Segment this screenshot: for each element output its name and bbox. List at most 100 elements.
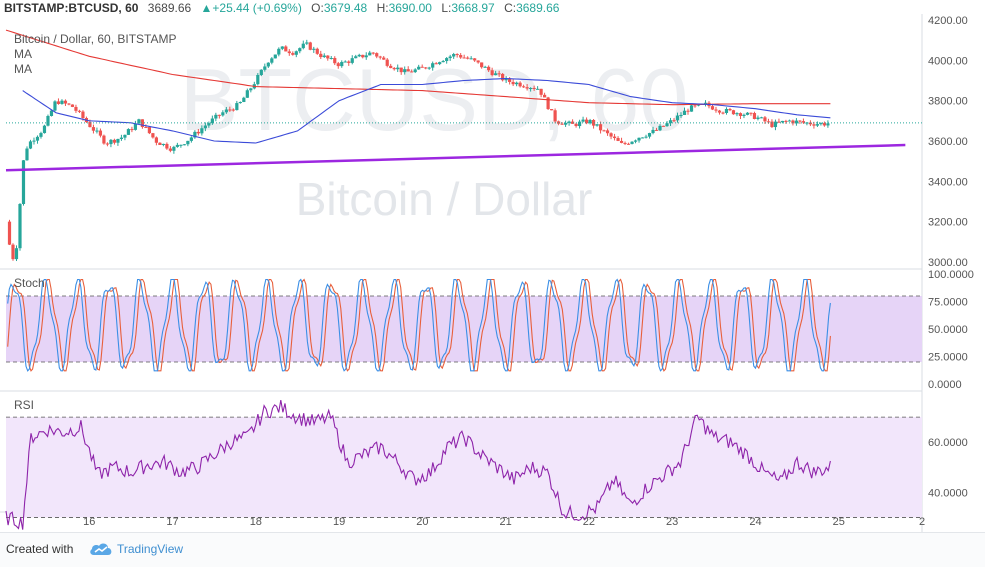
candle bbox=[207, 121, 211, 128]
candle bbox=[238, 101, 242, 104]
candle-body bbox=[438, 62, 442, 65]
candle-body bbox=[668, 120, 673, 124]
candle-body bbox=[329, 57, 333, 59]
candle-body bbox=[378, 56, 382, 58]
candle bbox=[693, 104, 697, 108]
candle bbox=[473, 58, 477, 62]
candle bbox=[819, 122, 823, 126]
candle-body bbox=[63, 100, 68, 104]
candle-body bbox=[389, 65, 393, 68]
candle bbox=[102, 134, 106, 145]
candle bbox=[553, 108, 557, 124]
candle bbox=[392, 67, 396, 71]
candle bbox=[266, 62, 270, 69]
candle-body bbox=[427, 67, 431, 69]
candle bbox=[570, 119, 575, 124]
candle-body bbox=[616, 138, 620, 141]
candle bbox=[640, 137, 645, 139]
high-label: H: bbox=[376, 1, 389, 15]
candle bbox=[529, 87, 533, 92]
candle bbox=[308, 41, 312, 51]
price-tick-label: 3400.00 bbox=[928, 176, 968, 188]
candle bbox=[284, 45, 288, 52]
candle bbox=[609, 132, 613, 140]
candle-body bbox=[756, 117, 760, 119]
candle bbox=[322, 53, 326, 58]
candle-body bbox=[420, 66, 424, 68]
stoch-label: Stoch bbox=[14, 276, 45, 290]
candle bbox=[563, 120, 568, 127]
candle-body bbox=[396, 67, 400, 70]
candle bbox=[98, 128, 103, 138]
candle bbox=[584, 117, 589, 125]
candle bbox=[532, 85, 536, 91]
candle-body bbox=[357, 54, 361, 57]
candle-body bbox=[392, 67, 396, 70]
candle-body bbox=[186, 140, 190, 145]
candle-body bbox=[406, 69, 410, 72]
candle bbox=[749, 112, 753, 116]
candle-body bbox=[738, 113, 743, 116]
candle-body bbox=[294, 51, 298, 55]
candle-body bbox=[609, 133, 613, 137]
candle-body bbox=[466, 57, 470, 59]
candle-body bbox=[710, 106, 715, 110]
price-tick-label: 3200.00 bbox=[928, 217, 968, 229]
time-tick-label: 21 bbox=[500, 516, 512, 528]
candle-body bbox=[626, 143, 631, 145]
candle-body bbox=[18, 203, 22, 249]
candle-body bbox=[518, 82, 522, 87]
candle-body bbox=[273, 54, 277, 59]
candle-body bbox=[819, 123, 823, 125]
candle-body bbox=[462, 57, 466, 59]
candle bbox=[259, 69, 263, 77]
candle-body bbox=[633, 140, 638, 142]
candle bbox=[518, 81, 522, 88]
candle-body bbox=[231, 109, 235, 111]
candle-body bbox=[766, 121, 771, 123]
candle bbox=[63, 99, 68, 106]
candle bbox=[826, 120, 830, 128]
candle bbox=[658, 124, 662, 132]
candle bbox=[672, 118, 676, 123]
time-tick-label: 22 bbox=[583, 516, 595, 528]
candle-body bbox=[413, 69, 417, 73]
candle bbox=[235, 100, 239, 111]
ma-label-2: MA bbox=[14, 62, 32, 76]
candle-body bbox=[504, 78, 508, 81]
candle-body bbox=[717, 110, 722, 113]
tradingview-link[interactable]: TradingView bbox=[117, 542, 184, 556]
candle-body bbox=[560, 123, 564, 125]
candle-body bbox=[130, 129, 134, 131]
candle-body bbox=[179, 144, 183, 146]
candle bbox=[612, 133, 617, 141]
candle-body bbox=[543, 94, 547, 98]
candle bbox=[651, 126, 655, 135]
candle-body bbox=[200, 128, 204, 134]
candle bbox=[189, 136, 193, 143]
candle-body bbox=[459, 55, 463, 58]
candle bbox=[315, 47, 319, 55]
candle bbox=[630, 141, 634, 145]
candle bbox=[455, 53, 459, 58]
candle bbox=[550, 108, 554, 111]
close-label: C: bbox=[504, 1, 517, 15]
candle-body bbox=[343, 61, 347, 63]
candle-body bbox=[682, 110, 687, 116]
candle bbox=[406, 66, 410, 72]
candle bbox=[200, 125, 204, 136]
candle-body bbox=[312, 48, 316, 50]
candle-body bbox=[217, 114, 221, 116]
candle bbox=[539, 88, 543, 98]
stoch-d-line bbox=[7, 278, 831, 372]
candle bbox=[109, 138, 113, 148]
candle-body bbox=[612, 136, 617, 139]
candle-body bbox=[794, 120, 799, 124]
candle bbox=[361, 54, 365, 59]
candle-body bbox=[53, 101, 57, 111]
candle-body bbox=[455, 54, 459, 56]
time-tick-label: 2 bbox=[919, 516, 925, 528]
candle-body bbox=[473, 58, 477, 61]
candle-body bbox=[805, 122, 809, 124]
